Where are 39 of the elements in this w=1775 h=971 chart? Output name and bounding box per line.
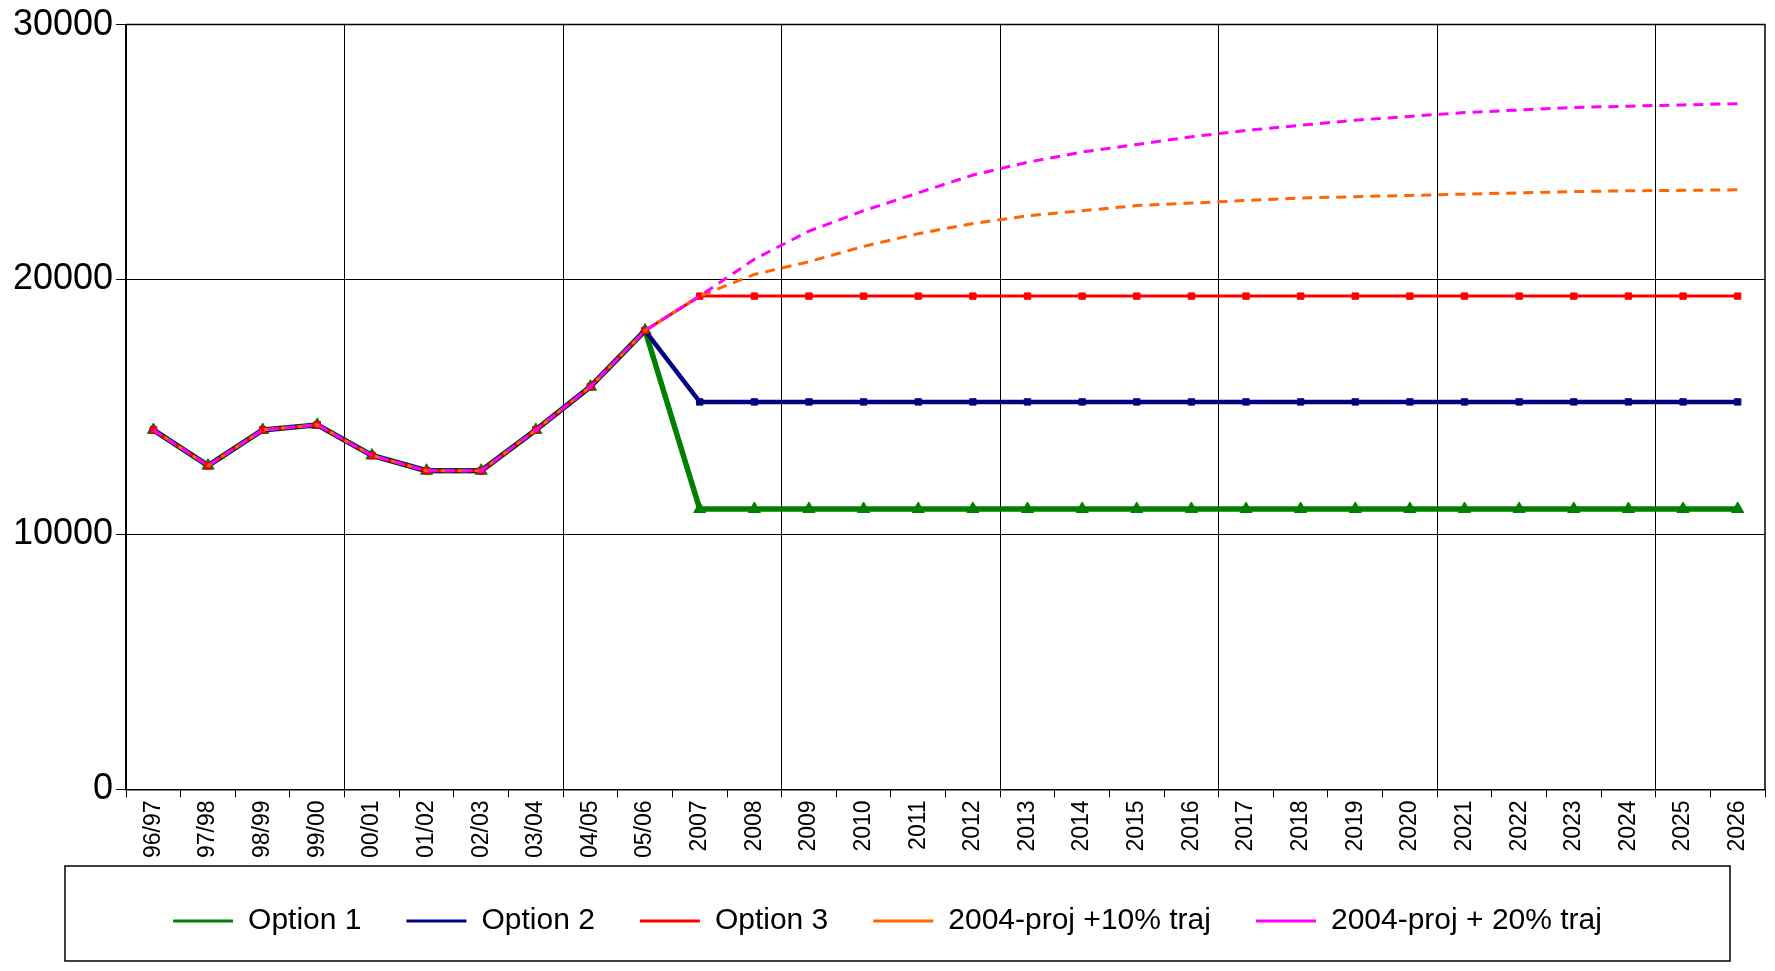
x-tick-label: 2013 xyxy=(1012,800,1039,852)
x-tick-label: 03/04 xyxy=(521,800,548,859)
x-tick-label: 01/02 xyxy=(411,800,438,859)
x-tick-label: 2020 xyxy=(1395,800,1422,852)
x-tick-label: 2024 xyxy=(1613,800,1640,852)
x-tick-label: 2016 xyxy=(1176,800,1203,852)
legend-label: 2004-proj + 20% traj xyxy=(1330,902,1602,936)
x-tick-label: 2021 xyxy=(1449,800,1476,852)
x-tick-label: 2012 xyxy=(958,800,985,852)
x-tick-label: 2008 xyxy=(739,800,766,852)
legend-label: Option 3 xyxy=(714,902,829,936)
x-tick-label: 2018 xyxy=(1285,800,1312,852)
x-tick-label: 2007 xyxy=(685,800,712,852)
x-tick-label: 2017 xyxy=(1231,800,1258,852)
x-tick-label: 2019 xyxy=(1340,800,1367,852)
x-tick-label: 04/05 xyxy=(575,800,602,859)
x-tick-label: 05/06 xyxy=(630,800,657,859)
x-tick-label: 2014 xyxy=(1067,800,1094,852)
x-tick-label: 2023 xyxy=(1559,800,1586,852)
x-tick-label: 00/01 xyxy=(357,800,384,859)
x-tick-label: 99/00 xyxy=(302,800,329,859)
x-tick-label: 2010 xyxy=(848,800,875,852)
x-tick-label: 2009 xyxy=(794,800,821,852)
legend-label: Option 1 xyxy=(248,902,362,936)
x-tick-label: 02/03 xyxy=(466,800,493,859)
y-tick-label: 30000 xyxy=(13,1,114,43)
x-tick-label: 2026 xyxy=(1723,800,1750,852)
x-tick-label: 2015 xyxy=(1122,800,1149,852)
x-tick-label: 2011 xyxy=(903,800,930,850)
y-tick-label: 20000 xyxy=(13,256,114,298)
x-tick-label: 2022 xyxy=(1504,800,1531,852)
y-tick-label: 10000 xyxy=(13,511,114,553)
legend-label: 2004-proj +10% traj xyxy=(948,902,1211,936)
x-tick-label: 97/98 xyxy=(193,800,220,859)
x-tick-label: 98/99 xyxy=(248,800,275,859)
x-tick-label: 2025 xyxy=(1668,800,1695,852)
legend-label: Option 2 xyxy=(481,902,595,936)
y-tick-label: 0 xyxy=(93,766,114,808)
x-tick-label: 96/97 xyxy=(138,800,165,859)
